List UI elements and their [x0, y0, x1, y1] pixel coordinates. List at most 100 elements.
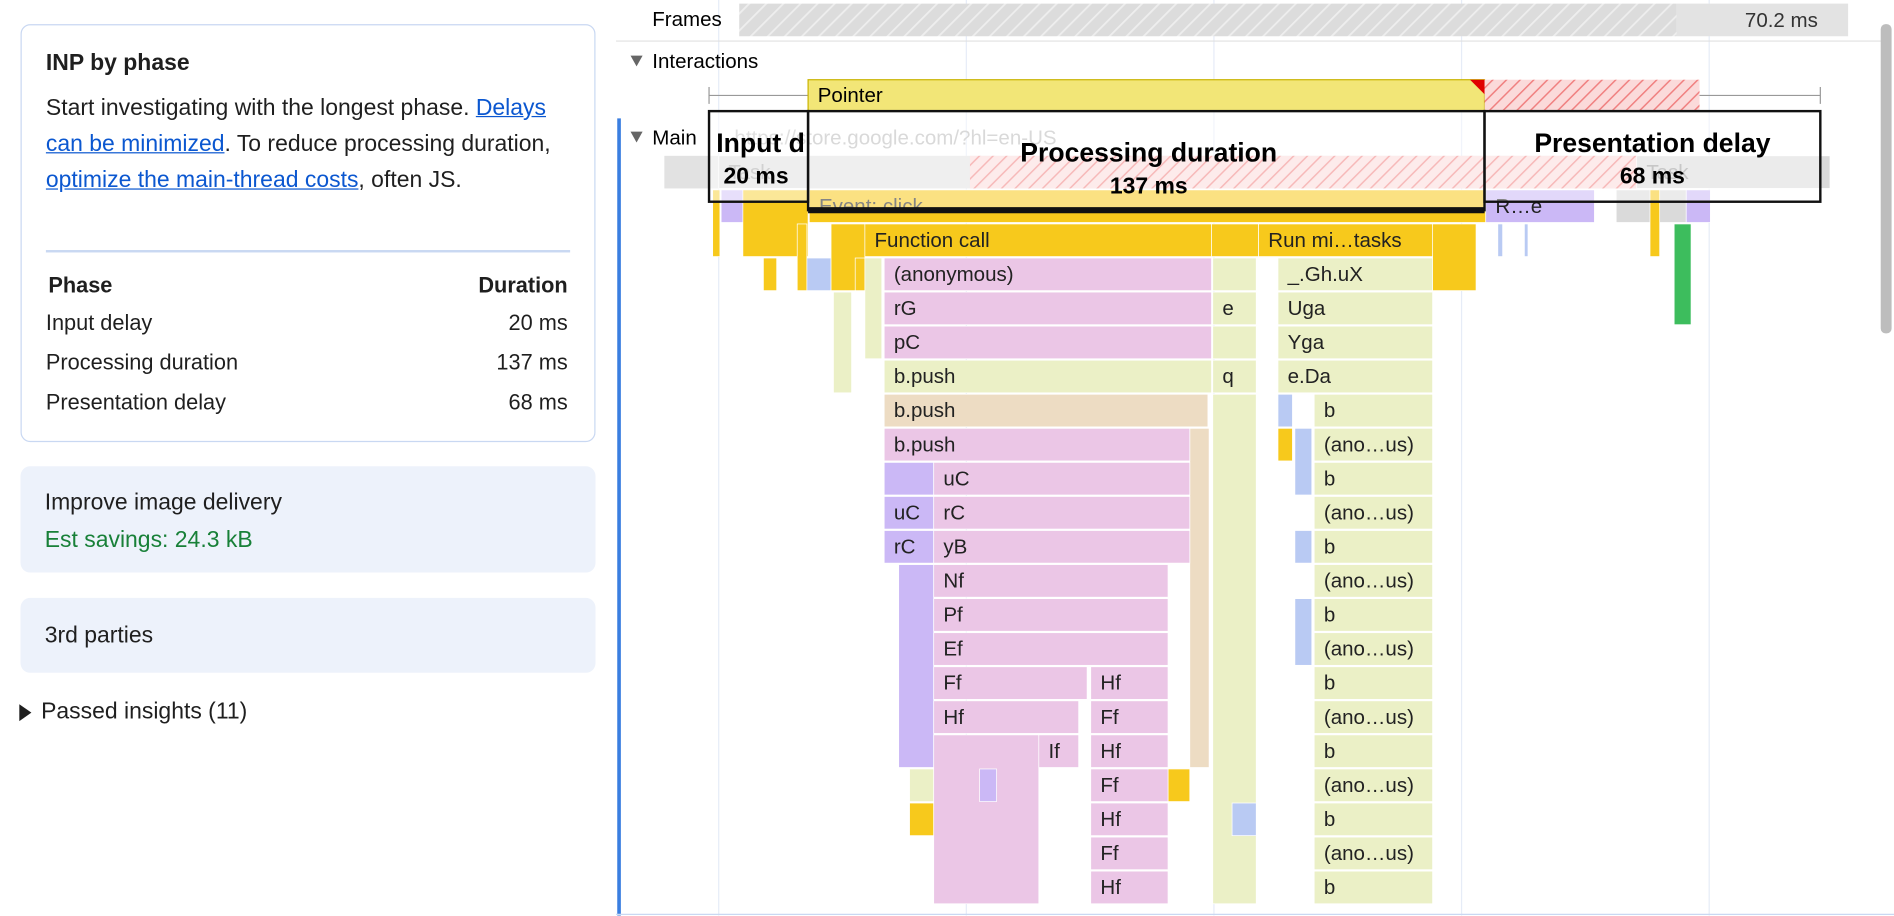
flame-entry	[1277, 291, 1433, 326]
flame-entry	[1636, 155, 1831, 189]
flame-entry	[1313, 870, 1433, 905]
description: Start investigating with the longest pha…	[46, 91, 577, 200]
flame-block	[864, 257, 883, 360]
interaction-bar[interactable]	[807, 79, 1486, 112]
flame-label: b	[1324, 808, 1335, 831]
interaction-label: Pointer	[818, 84, 883, 107]
flame-label: b	[1324, 672, 1335, 695]
insight-card[interactable]	[20, 597, 596, 673]
selection-indicator	[617, 118, 621, 916]
phase-duration: 68 ms	[508, 390, 568, 415]
flame-label: uC	[943, 467, 969, 490]
phase-box	[806, 109, 1486, 212]
flame-label: uC	[894, 501, 920, 524]
flame-label: b	[1324, 399, 1335, 422]
text: Start investigating with the longest pha…	[45, 95, 470, 121]
insight-card[interactable]	[20, 466, 596, 573]
passed-insights[interactable]: Passed insights (11)	[41, 699, 248, 725]
flame-label: (ano…us)	[1324, 433, 1414, 456]
flame-label: pC	[894, 331, 920, 354]
flame-label: b	[1324, 876, 1335, 899]
flame-label: q	[1222, 365, 1233, 388]
card-title: INP by phase	[45, 50, 190, 77]
flame-entry	[1313, 700, 1433, 734]
flame-label: (ano…us)	[1324, 774, 1414, 797]
flame-label: Nf	[943, 570, 964, 593]
flame-entry	[1313, 666, 1433, 700]
flame-entry	[1313, 462, 1433, 496]
flame-block	[1277, 427, 1293, 462]
flame-entry	[1212, 359, 1257, 394]
frame-duration: 70.2 ms	[1745, 9, 1818, 32]
flame-entry	[883, 530, 935, 564]
flame-block	[909, 768, 935, 802]
flame-label: (ano…us)	[1324, 501, 1414, 524]
scrollbar[interactable]	[1880, 24, 1892, 334]
flame-label: rC	[894, 535, 916, 558]
frame	[1676, 3, 1849, 37]
flame-entry	[1313, 598, 1433, 632]
flame-entry	[1277, 359, 1433, 394]
flame-label: e	[1222, 297, 1233, 320]
flame-block	[1211, 223, 1260, 257]
flame-entry	[883, 427, 1191, 462]
flame-label: Task	[1646, 161, 1689, 184]
flame-block	[806, 257, 832, 291]
text: , often JS.	[358, 167, 462, 194]
flame-entry	[1277, 257, 1433, 291]
flame-entry	[933, 632, 1169, 666]
flame-label: Yga	[1288, 331, 1325, 354]
frames-bar	[739, 3, 1677, 37]
flame-label: (ano…us)	[1324, 706, 1414, 729]
phase-duration: 20 ms	[724, 163, 789, 189]
flame-block	[1231, 802, 1257, 836]
flame-label: (ano…us)	[1324, 570, 1414, 593]
flame-block	[796, 223, 808, 291]
flame-block	[763, 257, 778, 291]
link[interactable]: optimize the main-thread costs	[45, 167, 359, 194]
phase-name: Processing duration	[45, 350, 239, 375]
flame-label: b.push	[894, 365, 956, 388]
link[interactable]: Delays can be minimized	[45, 95, 546, 158]
flame-block	[909, 802, 935, 836]
track-label: Main	[652, 126, 696, 149]
flame-entry	[1313, 496, 1433, 530]
flame-label: Hf	[1100, 740, 1121, 763]
flame-block	[898, 564, 935, 768]
flame-label: Hf	[1100, 808, 1121, 831]
expander[interactable]	[630, 131, 643, 143]
flame-block	[1294, 427, 1313, 496]
flame-block	[979, 768, 997, 802]
flame-label: b	[1324, 467, 1335, 490]
card-title: 3rd parties	[44, 623, 154, 649]
card-title: Improve image delivery	[44, 490, 282, 516]
long-task	[969, 155, 1637, 189]
flame-block	[1432, 223, 1477, 291]
flame-label: Ef	[943, 638, 963, 661]
flame-label: rG	[894, 297, 917, 320]
column-header: Phase	[48, 272, 113, 298]
phase-name: Presentation delay	[45, 390, 227, 415]
phase-duration: 68 ms	[1620, 163, 1685, 189]
flame-entry	[1212, 291, 1257, 326]
track-label: Interactions	[652, 50, 758, 73]
flame-entry	[883, 291, 1212, 326]
flame-label: b.push	[894, 433, 956, 456]
flame-block	[1167, 768, 1191, 802]
track-url: https://store.google.com/?hl=en-US	[734, 126, 1056, 149]
flame-block	[1497, 223, 1504, 257]
flame-label: Run mi…tasks	[1268, 229, 1401, 252]
flame-block	[1212, 257, 1257, 291]
flame-label: Ff	[1100, 706, 1119, 729]
flame-entry	[933, 700, 1080, 734]
flame-entry	[1090, 870, 1169, 905]
flame-entry	[1090, 700, 1169, 734]
flame-entry	[933, 598, 1169, 632]
flame-entry	[808, 189, 1487, 223]
expander[interactable]	[630, 55, 643, 67]
flame-label: Uga	[1288, 297, 1326, 320]
flame-entry	[1277, 325, 1433, 360]
flame-entry	[933, 496, 1191, 530]
